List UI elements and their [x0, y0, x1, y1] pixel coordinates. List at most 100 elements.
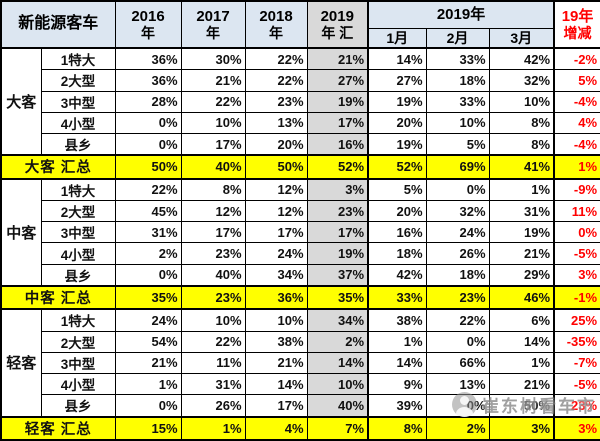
cell-2018: 12% [244, 199, 308, 223]
cell-2016: 50% [114, 154, 182, 180]
cell-2016: 54% [114, 330, 182, 353]
cell-change: -5% [553, 373, 600, 396]
col-header-jan: 1月 [367, 27, 427, 49]
cell-2017: 21% [180, 69, 246, 92]
cell-2016: 31% [114, 221, 182, 244]
cell-jan: 39% [367, 394, 427, 418]
cell-2019-cum: 35% [306, 284, 369, 311]
cell-change: -35% [553, 330, 600, 353]
cell-feb: 33% [425, 47, 490, 71]
cell-2018: 21% [244, 351, 308, 375]
cell-change: -5% [553, 242, 600, 265]
header-row-2: 1月 2月 3月 [1, 27, 600, 49]
cell-2017: 10% [180, 111, 246, 135]
cell-feb: 0% [425, 178, 490, 201]
cell-mar: 31% [488, 199, 555, 223]
cell-feb: 22% [425, 308, 490, 332]
cell-2018: 10% [244, 308, 308, 332]
cell-jan: 38% [367, 308, 427, 332]
cell-jan: 19% [367, 90, 427, 113]
col-header-2019-group: 2019年 [367, 0, 555, 29]
cell-2018: 4% [244, 415, 308, 441]
cell-mar: 32% [488, 69, 555, 92]
cell-change: 5% [553, 69, 600, 92]
cell-2019-cum: 34% [306, 308, 369, 332]
table-row: 4小型 2% 23% 24% 19% 18% 26% 21% -5% [1, 242, 600, 265]
cell-2016: 0% [114, 263, 182, 287]
cell-2018: 24% [244, 242, 308, 265]
cell-mar: 8% [488, 111, 555, 135]
cell-jan: 8% [367, 415, 427, 441]
table-row: 轻客 1特大 24% 10% 10% 34% 38% 22% 6% 25% [0, 308, 600, 418]
subtype-label: 3中型 [40, 221, 116, 244]
cell-2017: 26% [180, 394, 246, 418]
cell-feb: 69% [425, 154, 490, 180]
cell-2018: 22% [244, 69, 308, 92]
cell-2019-cum: 17% [306, 221, 369, 244]
cell-jan: 33% [367, 284, 427, 311]
cell-2019-cum: 17% [306, 111, 369, 135]
cell-mar: 21% [488, 242, 555, 265]
cell-2019-cum: 7% [306, 415, 369, 441]
cell-2019-cum: 19% [306, 90, 369, 113]
subtype-label: 1特大 [40, 308, 116, 332]
group-label-zhongke: 中客 [0, 178, 42, 287]
cell-mar: 1% [488, 178, 555, 201]
cell-jan: 14% [367, 351, 427, 375]
cell-2016: 24% [114, 308, 182, 332]
cell-feb: 13% [425, 373, 490, 396]
col-header-19-change: 19年 增减 [553, 0, 600, 49]
cell-mar: 1% [488, 351, 555, 375]
cell-2017: 30% [180, 47, 246, 71]
cell-2017: 23% [180, 284, 246, 311]
cell-jan: 19% [367, 133, 427, 156]
subtype-label: 县乡 [40, 394, 116, 418]
cell-2016: 1% [114, 373, 182, 396]
cell-mar: 6% [488, 308, 555, 332]
cell-2016: 2% [114, 242, 182, 265]
cell-2018: 23% [244, 90, 308, 113]
cell-mar: 41% [488, 154, 555, 180]
cell-2017: 40% [180, 154, 246, 180]
cell-2017: 12% [180, 199, 246, 223]
cell-2017: 31% [180, 373, 246, 396]
cell-2019-cum: 40% [306, 394, 369, 418]
cell-2017: 17% [180, 133, 246, 156]
cell-feb: 18% [425, 263, 490, 287]
col-header-2016: 2016 年 [114, 0, 182, 49]
cell-2018: 13% [244, 111, 308, 135]
cell-change: 0% [553, 221, 600, 244]
cell-mar: 29% [488, 263, 555, 287]
cell-jan: 52% [367, 154, 427, 180]
header-row-1: 新能源客车 2016 年 2017 年 2018 年 2019 年 汇 2019年 19… [0, 0, 600, 49]
table-row: 4小型 1% 31% 14% 10% 9% 13% 21% -5% [1, 373, 600, 396]
cell-change: 3% [553, 263, 600, 287]
cell-2018: 34% [244, 263, 308, 287]
cell-feb: 0% [425, 394, 490, 418]
cell-2019-cum: 19% [306, 242, 369, 265]
cell-2017: 40% [180, 263, 246, 287]
cell-2016: 0% [114, 133, 182, 156]
table-row: 大客 1特大 36% 30% 22% 21% 14% 33% 42% -2% [0, 47, 600, 156]
cell-2019-cum: 10% [306, 373, 369, 396]
cell-change: -9% [553, 178, 600, 201]
cell-mar: 21% [488, 373, 555, 396]
cell-2016: 21% [114, 351, 182, 375]
cell-2018: 14% [244, 373, 308, 396]
cell-2018: 38% [244, 330, 308, 353]
cell-2019-cum: 14% [306, 351, 369, 375]
cell-2019-cum: 3% [306, 178, 369, 201]
cell-2018: 50% [244, 154, 308, 180]
cell-2016: 36% [114, 69, 182, 92]
subtype-label: 2大型 [40, 330, 116, 353]
table-row: 县乡 0% 17% 20% 16% 19% 5% 8% -4% [1, 133, 600, 156]
cell-change: 25% [553, 308, 600, 332]
table-row: 中客 1特大 22% 8% 12% 3% 5% 0% 1% -9% [0, 178, 600, 287]
cell-change: -2% [553, 47, 600, 71]
table-row: 2大型 36% 21% 22% 27% 27% 18% 32% 5% [1, 69, 600, 92]
col-header-2018: 2018 年 [244, 0, 308, 49]
subtype-label: 县乡 [40, 133, 116, 156]
cell-jan: 27% [367, 69, 427, 92]
cell-2017: 11% [180, 351, 246, 375]
